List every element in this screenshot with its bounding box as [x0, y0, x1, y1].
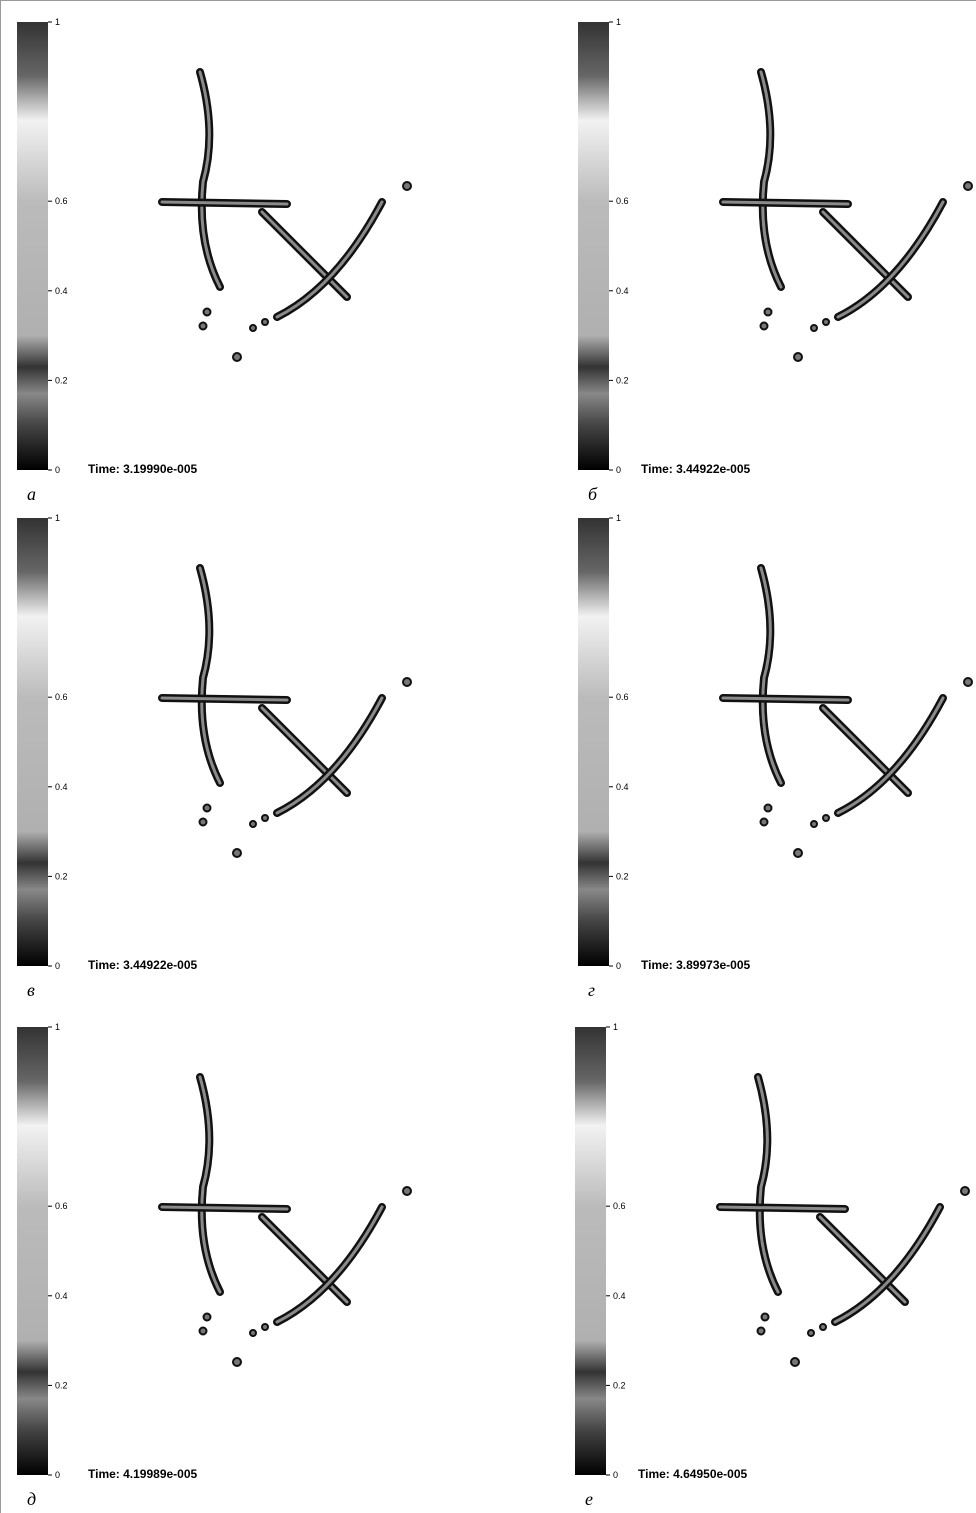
field-plot	[162, 568, 411, 857]
colorbar-tick-label: 0	[613, 1470, 618, 1480]
colorbar-tick-label: 0.2	[616, 375, 629, 385]
colorbar-tick-label: 1	[55, 1022, 60, 1032]
colorbar-tick-label: 1	[55, 513, 60, 523]
panel-label: д	[27, 1489, 36, 1509]
panel-label: в	[27, 980, 35, 1000]
time-label: Time: 4.64950e-005	[638, 1467, 748, 1481]
colorbar-tick-label: 0.6	[613, 1201, 626, 1211]
panel-label: е	[585, 1489, 593, 1509]
colorbar-tick-label: 0	[616, 961, 621, 971]
colorbar	[575, 1027, 606, 1475]
time-label: Time: 3.89973e-005	[641, 958, 751, 972]
panel: 1 0.6 0.4 0.2 0 Time: 3.44922e-005 в	[17, 513, 411, 1000]
colorbar-tick-label: 0.2	[616, 871, 629, 881]
border	[1, 1, 976, 1513]
colorbar	[578, 22, 609, 470]
panel-label: г	[588, 980, 595, 1000]
colorbar	[17, 22, 48, 470]
time-label: Time: 3.19990e-005	[88, 462, 198, 476]
colorbar-tick-label: 0.4	[55, 1291, 68, 1301]
colorbar-tick-label: 0.6	[616, 692, 629, 702]
colorbar-tick-label: 0.2	[55, 871, 68, 881]
colorbar-tick-label: 1	[616, 17, 621, 27]
colorbar	[17, 518, 48, 966]
field-plot	[720, 1077, 969, 1366]
colorbar-tick-label: 0	[55, 1470, 60, 1480]
field-plot	[723, 568, 972, 857]
colorbar-tick-label: 0.4	[55, 782, 68, 792]
colorbar-tick-label: 0.6	[616, 196, 629, 206]
panel: 1 0.6 0.4 0.2 0 Time: 4.19989e-005 д	[17, 1022, 411, 1509]
panel-label: б	[588, 484, 598, 504]
panel-label: а	[27, 484, 36, 504]
colorbar-tick-label: 0	[55, 961, 60, 971]
colorbar-tick-label: 0.6	[55, 692, 68, 702]
colorbar-tick-label: 0.6	[55, 1201, 68, 1211]
panel: 1 0.6 0.4 0.2 0 Time: 3.19990e-005 а	[17, 17, 411, 504]
colorbar	[578, 518, 609, 966]
colorbar-tick-label: 0.4	[55, 286, 68, 296]
field-plot	[162, 1077, 411, 1366]
colorbar-tick-label: 1	[55, 17, 60, 27]
colorbar-tick-label: 1	[616, 513, 621, 523]
colorbar-tick-label: 0	[616, 465, 621, 475]
colorbar-tick-label: 0.2	[613, 1380, 626, 1390]
colorbar-tick-label: 0.6	[55, 196, 68, 206]
field-plot	[162, 72, 411, 361]
colorbar-tick-label: 0.2	[55, 375, 68, 385]
figure: 1 0.6 0.4 0.2 0 Time: 3.19990e-005 а 1 0.6 0.4 0.2…	[0, 0, 976, 1513]
field-plot	[723, 72, 972, 361]
panel: 1 0.6 0.4 0.2 0 Time: 3.44922e-005 б	[578, 17, 972, 504]
panel: 1 0.6 0.4 0.2 0 Time: 3.89973e-005 г	[578, 513, 972, 1000]
colorbar-tick-label: 0.4	[616, 286, 629, 296]
panel: 1 0.6 0.4 0.2 0 Time: 4.64950e-005 е	[575, 1022, 969, 1509]
time-label: Time: 3.44922e-005	[88, 958, 198, 972]
colorbar-tick-label: 1	[613, 1022, 618, 1032]
time-label: Time: 3.44922e-005	[641, 462, 751, 476]
colorbar-tick-label: 0.4	[613, 1291, 626, 1301]
time-label: Time: 4.19989e-005	[88, 1467, 198, 1481]
colorbar	[17, 1027, 48, 1475]
colorbar-tick-label: 0.4	[616, 782, 629, 792]
colorbar-tick-label: 0	[55, 465, 60, 475]
colorbar-tick-label: 0.2	[55, 1380, 68, 1390]
